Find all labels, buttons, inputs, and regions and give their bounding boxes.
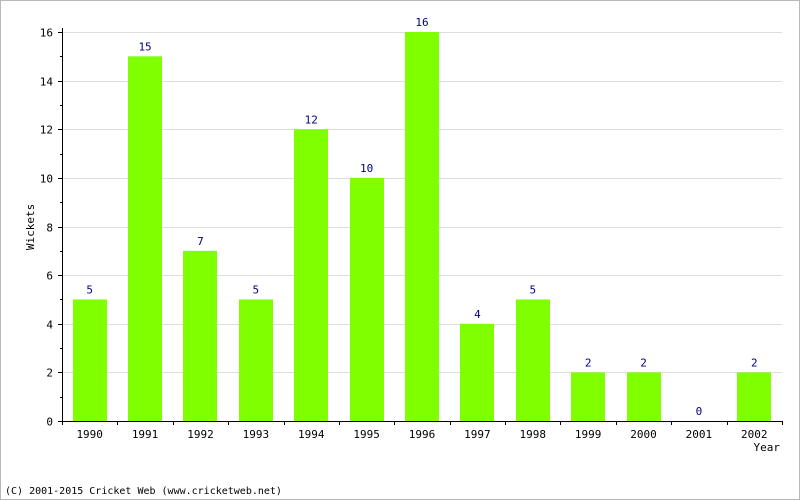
copyright-footer: (C) 2001-2015 Cricket Web (www.cricketwe… <box>5 486 282 497</box>
y-axis-title: Wickets <box>24 204 37 250</box>
bar-1995 <box>350 177 384 421</box>
bar-1990 <box>73 299 107 421</box>
data-label-1992: 7 <box>197 235 204 248</box>
bar-2000 <box>627 372 661 421</box>
x-tick-label-1995: 1995 <box>353 428 380 441</box>
axes <box>58 28 783 425</box>
y-tick-label: 4 <box>46 319 53 332</box>
data-label-1994: 12 <box>305 113 318 126</box>
bar-1994 <box>294 129 328 421</box>
data-label-1999: 2 <box>585 356 592 369</box>
labels: 0 2 4 6 8 10 12 14 16 5 1990 15 1991 7 1992 5 1993 12 1994… <box>40 16 768 441</box>
y-tick-label: 6 <box>46 270 53 283</box>
x-tick-label-1990: 1990 <box>76 428 103 441</box>
x-tick-label-1991: 1991 <box>132 428 159 441</box>
bar-1996 <box>405 32 439 421</box>
data-label-1993: 5 <box>253 283 260 296</box>
x-tick-label-1998: 1998 <box>520 428 547 441</box>
x-tick-label-1992: 1992 <box>187 428 214 441</box>
data-label-1996: 16 <box>415 16 428 29</box>
x-tick-label-1999: 1999 <box>575 428 602 441</box>
bar-1997 <box>460 323 494 421</box>
bar-1991 <box>128 56 162 421</box>
y-tick-label: 8 <box>46 222 53 235</box>
bar-1992 <box>183 250 217 421</box>
y-tick-label: 10 <box>40 173 53 186</box>
y-tick-label: 16 <box>40 27 53 40</box>
data-label-1998: 5 <box>529 283 536 296</box>
y-tick-label: 12 <box>40 124 53 137</box>
y-tick-label: 14 <box>40 76 54 89</box>
y-tick-label: 0 <box>46 416 53 429</box>
x-tick-label-1997: 1997 <box>464 428 491 441</box>
x-tick-label-2001: 2001 <box>686 428 713 441</box>
y-tick-label: 2 <box>46 367 53 380</box>
bar-1999 <box>571 372 605 421</box>
x-tick-label-2000: 2000 <box>630 428 657 441</box>
x-tick-label-1993: 1993 <box>243 428 270 441</box>
x-tick-label-1994: 1994 <box>298 428 325 441</box>
data-label-1995: 10 <box>360 162 373 175</box>
data-label-2000: 2 <box>640 356 647 369</box>
bar-1993 <box>239 299 273 421</box>
x-axis-title: Year <box>754 441 781 454</box>
data-label-1990: 5 <box>86 283 93 296</box>
x-tick-label-1996: 1996 <box>409 428 436 441</box>
x-tick-label-2002: 2002 <box>741 428 768 441</box>
bars <box>73 32 771 421</box>
bar-2002 <box>737 372 771 421</box>
data-label-1997: 4 <box>474 308 481 321</box>
data-label-2001: 0 <box>696 405 703 418</box>
data-label-1991: 15 <box>138 40 151 53</box>
bar-1998 <box>516 299 550 421</box>
data-label-2002: 2 <box>751 356 758 369</box>
